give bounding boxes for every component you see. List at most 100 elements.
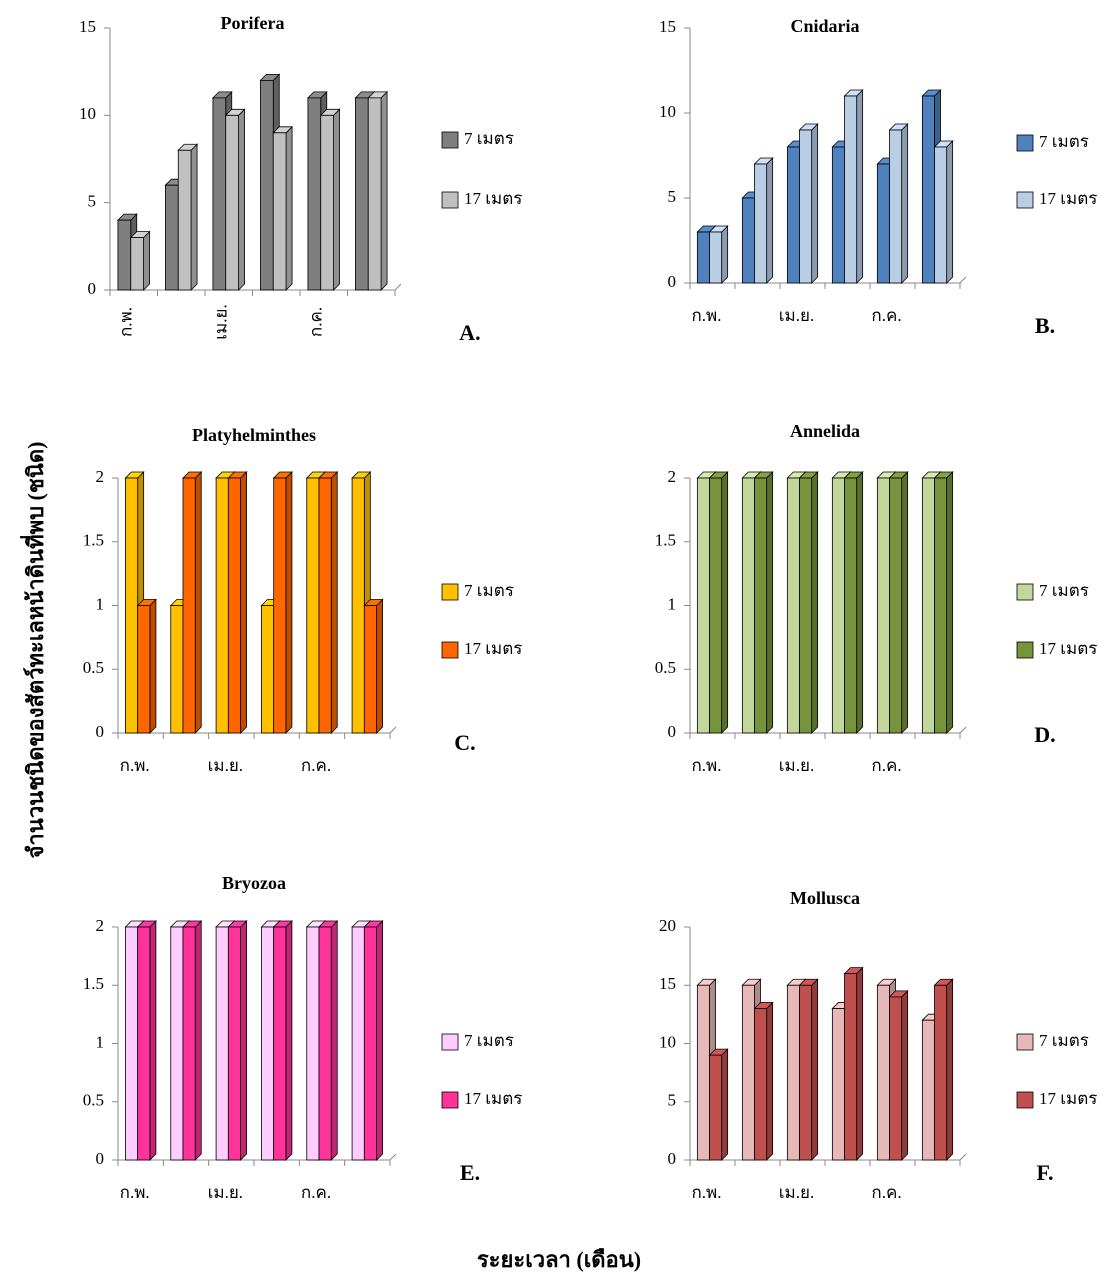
- bar-side: [143, 230, 150, 291]
- bar-front: [844, 973, 858, 1161]
- bar: [933, 140, 954, 284]
- panel-label: D.: [1034, 722, 1055, 747]
- bar-front: [212, 97, 227, 291]
- y-tick-label: 0.5: [83, 1091, 104, 1110]
- y-tick-label: 10: [659, 102, 676, 121]
- y-tick-label: 1: [96, 594, 105, 613]
- chart-title: Porifera: [221, 13, 285, 33]
- legend-label: 17 เมตร: [464, 1089, 522, 1108]
- chart-title: Mollusca: [790, 888, 860, 908]
- bar-front: [215, 926, 229, 1161]
- bar-side: [194, 471, 202, 734]
- legend-label: 17 เมตร: [1039, 1089, 1097, 1108]
- bar-front: [355, 97, 369, 291]
- bar: [182, 471, 203, 734]
- bar: [888, 471, 909, 734]
- bar-side: [811, 978, 819, 1161]
- x-tick-label: ก.ค.: [871, 1183, 901, 1202]
- bar-side: [721, 471, 729, 734]
- bar-front: [272, 132, 287, 291]
- bar-front: [831, 477, 845, 734]
- bar-front: [227, 477, 241, 734]
- legend-label: 7 เมตร: [464, 129, 514, 148]
- x-tick-label: ก.พ.: [117, 307, 136, 337]
- bar-side: [856, 966, 864, 1161]
- bar-side: [194, 920, 202, 1161]
- y-tick-label: 0: [88, 279, 97, 298]
- bar: [888, 123, 909, 284]
- chart-title: Bryozoa: [222, 873, 286, 893]
- y-tick-label: 15: [659, 17, 676, 36]
- bar-front: [754, 1008, 768, 1161]
- bar-front: [320, 114, 334, 291]
- bar-front: [799, 984, 813, 1161]
- bar: [843, 471, 864, 734]
- legend-swatch: [441, 1033, 459, 1051]
- bar-front: [351, 926, 365, 1161]
- bar-front: [786, 984, 800, 1161]
- bar: [318, 471, 339, 734]
- bar-front: [876, 984, 890, 1161]
- y-tick-label: 1: [96, 1032, 105, 1051]
- legend-swatch: [1016, 641, 1034, 659]
- y-tick-label: 0: [96, 1149, 105, 1168]
- y-tick-label: 0: [96, 722, 105, 741]
- legend-swatch: [1016, 583, 1034, 601]
- chart-title: Annelida: [790, 421, 860, 441]
- bar: [224, 108, 246, 291]
- bar-front: [934, 146, 948, 284]
- bar-side: [330, 471, 338, 734]
- legend-label: 17 เมตร: [464, 639, 522, 658]
- bar: [798, 123, 819, 284]
- bar-side: [149, 920, 157, 1161]
- bar-side: [149, 598, 157, 734]
- bar-front: [754, 163, 768, 284]
- bar-front: [754, 477, 768, 734]
- bar-front: [165, 184, 179, 291]
- legend-label: 7 เมตร: [464, 581, 514, 600]
- bar-front: [696, 231, 710, 284]
- bar-side: [901, 123, 909, 284]
- bar-front: [367, 97, 382, 291]
- y-tick-label: 2: [668, 467, 677, 486]
- bar: [888, 989, 909, 1161]
- bar-front: [363, 926, 377, 1161]
- bar-front: [177, 149, 192, 291]
- bar-front: [227, 926, 241, 1161]
- x-tick-label: ก.ค.: [871, 306, 901, 325]
- bar-front: [182, 477, 196, 734]
- bar-front: [709, 477, 723, 734]
- y-tick-label: 1: [668, 594, 677, 613]
- y-tick-label: 15: [659, 974, 676, 993]
- bar: [182, 920, 203, 1161]
- bar-side: [285, 920, 293, 1161]
- x-tick-label: เม.ย.: [779, 1183, 814, 1202]
- bar-front: [844, 477, 858, 734]
- x-tick-label: เม.ย.: [212, 304, 231, 339]
- bar: [177, 143, 199, 291]
- x-tick-label: เม.ย.: [208, 756, 243, 775]
- panel-label: B.: [1035, 313, 1055, 338]
- bar: [319, 108, 341, 291]
- bar-side: [766, 471, 774, 734]
- legend-swatch: [1016, 134, 1034, 152]
- bar-side: [240, 471, 247, 734]
- legend-swatch: [441, 1091, 459, 1109]
- bar: [933, 471, 954, 734]
- y-tick-label: 10: [659, 1032, 676, 1051]
- legend-swatch: [441, 641, 459, 659]
- y-tick-label: 10: [79, 104, 96, 123]
- bar-front: [831, 1008, 845, 1161]
- bar-front: [273, 926, 287, 1161]
- y-tick-label: 5: [668, 187, 677, 206]
- x-tick-label: ก.พ.: [120, 756, 150, 775]
- y-tick-label: 5: [88, 192, 97, 211]
- legend-label: 7 เมตร: [1039, 1031, 1089, 1050]
- bar-side: [946, 978, 954, 1161]
- bar-side: [856, 89, 864, 284]
- bar-side: [811, 123, 819, 284]
- legend-swatch: [1016, 191, 1034, 209]
- bar: [798, 471, 819, 734]
- bar-side: [285, 125, 293, 291]
